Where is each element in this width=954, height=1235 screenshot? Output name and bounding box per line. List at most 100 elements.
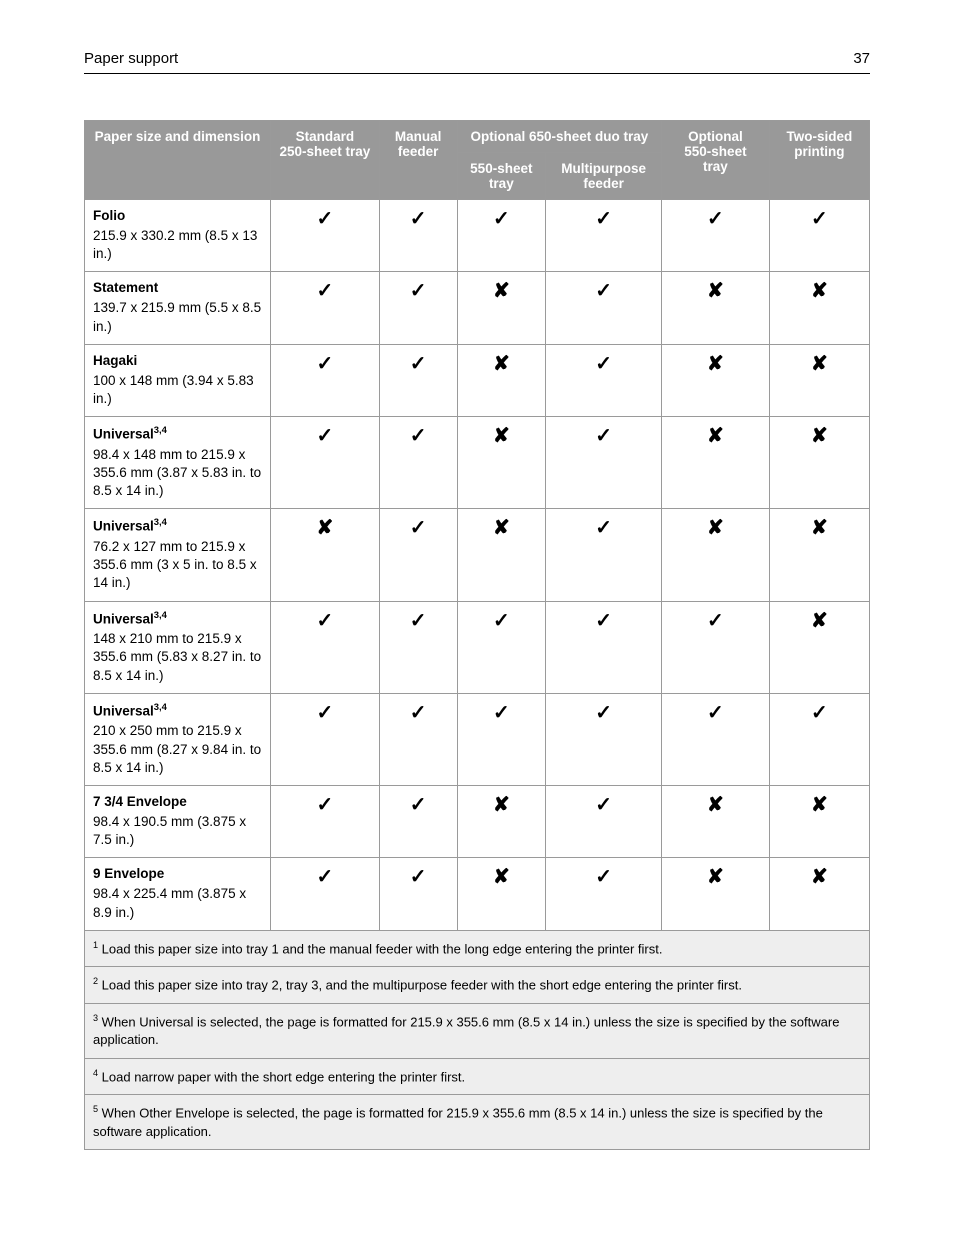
paper-size-dimension: 210 x 250 mm to 215.9 x 355.6 mm (8.27 x… [93, 722, 262, 777]
col-header-duo-550: 550‑sheet tray [457, 153, 546, 200]
x-icon: ✘ [769, 272, 869, 344]
footnote-number: 5 [93, 1104, 98, 1114]
running-head-left: Paper support [84, 50, 178, 67]
check-icon: ✓ [662, 200, 770, 272]
x-icon: ✘ [457, 785, 546, 857]
check-icon: ✓ [457, 200, 546, 272]
check-icon: ✓ [271, 858, 380, 930]
paper-size-dimension: 76.2 x 127 mm to 215.9 x 355.6 mm (3 x 5… [93, 538, 262, 593]
col-header-optional-duo-tray: Optional 650‑sheet duo tray [457, 121, 662, 153]
check-icon: ✓ [457, 693, 546, 785]
check-icon: ✓ [546, 509, 662, 601]
check-icon: ✓ [379, 601, 457, 693]
table-footnotes: 1 Load this paper size into tray 1 and t… [85, 930, 870, 1149]
footnote: 5 When Other Envelope is selected, the p… [85, 1095, 870, 1150]
footnote-number: 4 [93, 1068, 98, 1078]
table-row: Statement139.7 x 215.9 mm (5.5 x 8.5 in.… [85, 272, 870, 344]
paper-size-name: Universal3,4 [93, 610, 262, 627]
table-row: Folio215.9 x 330.2 mm (8.5 x 13 in.)✓✓✓✓… [85, 200, 870, 272]
check-icon: ✓ [769, 693, 869, 785]
x-icon: ✘ [662, 858, 770, 930]
footnote: 3 When Universal is selected, the page i… [85, 1003, 870, 1058]
paper-size-name: 7 3/4 Envelope [93, 794, 262, 809]
x-icon: ✘ [769, 509, 869, 601]
paper-size-superscript: 3,4 [154, 702, 167, 713]
check-icon: ✓ [271, 601, 380, 693]
paper-size-cell: Statement139.7 x 215.9 mm (5.5 x 8.5 in.… [85, 272, 271, 344]
paper-size-cell: Universal3,4 76.2 x 127 mm to 215.9 x 355… [85, 509, 271, 601]
col-header-paper-size: Paper size and dimension [85, 121, 271, 200]
check-icon: ✓ [546, 858, 662, 930]
paper-size-name: Universal3,4 [93, 702, 262, 719]
check-icon: ✓ [379, 417, 457, 509]
x-icon: ✘ [769, 344, 869, 416]
check-icon: ✓ [271, 417, 380, 509]
paper-size-cell: Universal3,4 98.4 x 148 mm to 215.9 x 355… [85, 417, 271, 509]
check-icon: ✓ [379, 785, 457, 857]
x-icon: ✘ [769, 858, 869, 930]
paper-size-superscript: 3,4 [154, 425, 167, 436]
paper-size-dimension: 98.4 x 190.5 mm (3.875 x 7.5 in.) [93, 813, 262, 849]
check-icon: ✓ [271, 272, 380, 344]
check-icon: ✓ [662, 693, 770, 785]
col-header-optional-550-tray: Optional 550‑sheet tray [662, 121, 770, 200]
x-icon: ✘ [662, 344, 770, 416]
col-header-two-sided: Two‑sided printing [769, 121, 869, 200]
x-icon: ✘ [769, 785, 869, 857]
paper-size-name: 9 Envelope [93, 866, 262, 881]
paper-size-name: Universal3,4 [93, 425, 262, 442]
table-header: Paper size and dimension Standard 250‑sh… [85, 121, 870, 200]
check-icon: ✓ [379, 200, 457, 272]
footnote-number: 3 [93, 1013, 98, 1023]
table-row: Universal3,4 98.4 x 148 mm to 215.9 x 355… [85, 417, 870, 509]
check-icon: ✓ [379, 858, 457, 930]
check-icon: ✓ [457, 601, 546, 693]
x-icon: ✘ [271, 509, 380, 601]
check-icon: ✓ [271, 200, 380, 272]
paper-size-superscript: 3,4 [154, 517, 167, 528]
check-icon: ✓ [546, 785, 662, 857]
table-row: Universal3,4 76.2 x 127 mm to 215.9 x 355… [85, 509, 870, 601]
x-icon: ✘ [457, 509, 546, 601]
check-icon: ✓ [769, 200, 869, 272]
footnote-number: 1 [93, 940, 98, 950]
check-icon: ✓ [379, 693, 457, 785]
table-body: Folio215.9 x 330.2 mm (8.5 x 13 in.)✓✓✓✓… [85, 200, 870, 931]
check-icon: ✓ [271, 693, 380, 785]
x-icon: ✘ [662, 417, 770, 509]
x-icon: ✘ [769, 417, 869, 509]
x-icon: ✘ [457, 417, 546, 509]
paper-size-dimension: 98.4 x 148 mm to 215.9 x 355.6 mm (3.87 … [93, 446, 262, 501]
x-icon: ✘ [662, 272, 770, 344]
paper-size-name: Folio [93, 208, 262, 223]
paper-support-table: Paper size and dimension Standard 250‑sh… [84, 120, 870, 1150]
check-icon: ✓ [379, 509, 457, 601]
col-header-standard-tray: Standard 250‑sheet tray [271, 121, 380, 200]
paper-size-cell: 7 3/4 Envelope 98.4 x 190.5 mm (3.875 x 7… [85, 785, 271, 857]
table-row: 9 Envelope 98.4 x 225.4 mm (3.875 x 8.9 i… [85, 858, 870, 930]
paper-size-dimension: 215.9 x 330.2 mm (8.5 x 13 in.) [93, 227, 262, 263]
check-icon: ✓ [379, 272, 457, 344]
paper-size-name: Universal3,4 [93, 517, 262, 534]
paper-size-dimension: 98.4 x 225.4 mm (3.875 x 8.9 in.) [93, 885, 262, 921]
x-icon: ✘ [457, 858, 546, 930]
check-icon: ✓ [662, 601, 770, 693]
check-icon: ✓ [271, 785, 380, 857]
check-icon: ✓ [546, 693, 662, 785]
paper-size-cell: Universal3,4 210 x 250 mm to 215.9 x 355.… [85, 693, 271, 785]
col-header-manual-feeder: Manual feeder [379, 121, 457, 200]
footnote: 2 Load this paper size into tray 2, tray… [85, 967, 870, 1004]
check-icon: ✓ [546, 417, 662, 509]
x-icon: ✘ [769, 601, 869, 693]
x-icon: ✘ [662, 785, 770, 857]
check-icon: ✓ [546, 601, 662, 693]
table-row: Universal3,4148 x 210 mm to 215.9 x 355.… [85, 601, 870, 693]
table-row: Universal3,4 210 x 250 mm to 215.9 x 355.… [85, 693, 870, 785]
paper-size-dimension: 139.7 x 215.9 mm (5.5 x 8.5 in.) [93, 299, 262, 335]
paper-size-cell: Hagaki 100 x 148 mm (3.94 x 5.83 in.) [85, 344, 271, 416]
x-icon: ✘ [662, 509, 770, 601]
paper-size-dimension: 100 x 148 mm (3.94 x 5.83 in.) [93, 372, 262, 408]
check-icon: ✓ [271, 344, 380, 416]
paper-size-name: Hagaki [93, 353, 262, 368]
table-row: Hagaki100 x 148 mm (3.94 x 5.83 in.)✓✓✘✓… [85, 344, 870, 416]
